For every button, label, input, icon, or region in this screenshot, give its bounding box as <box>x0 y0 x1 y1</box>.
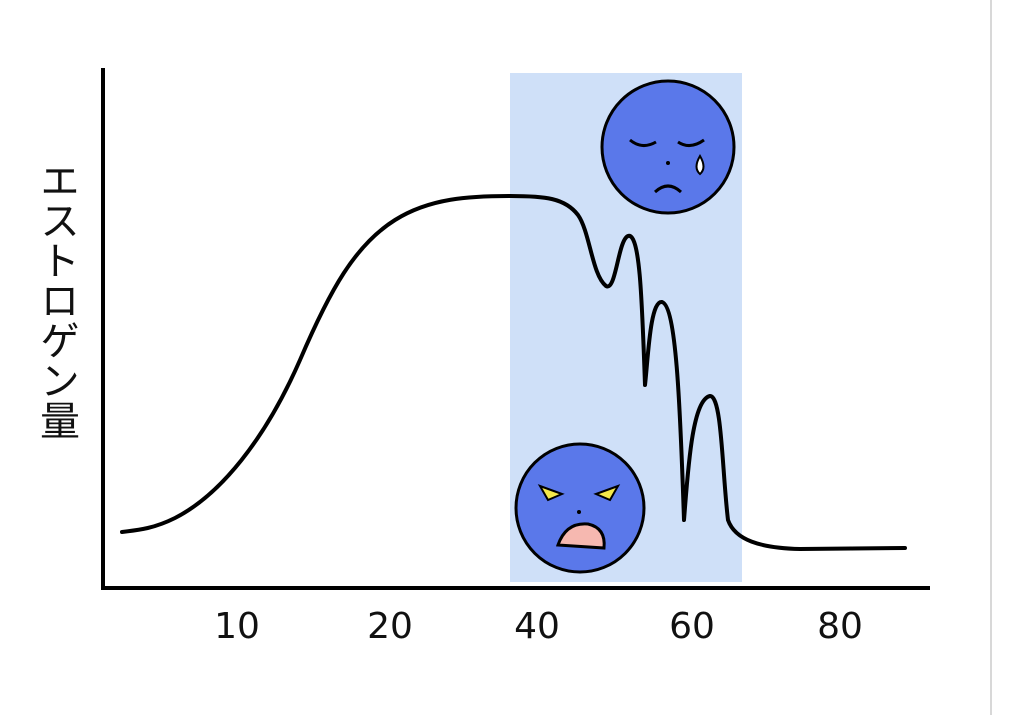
sad-face <box>600 79 736 215</box>
nose <box>666 161 670 165</box>
nose <box>577 510 581 514</box>
tear <box>695 154 705 176</box>
eye <box>629 138 657 147</box>
x-tick-label: 60 <box>669 606 715 647</box>
y-axis-label: エストロゲン量 <box>33 160 79 440</box>
eye <box>677 138 705 147</box>
eye <box>537 484 565 502</box>
face <box>600 79 736 215</box>
eye <box>593 484 621 502</box>
x-tick-label: 80 <box>817 606 863 647</box>
mouth <box>555 522 606 550</box>
estrogen-curve <box>120 194 907 551</box>
face <box>514 442 646 574</box>
mouth <box>653 184 683 194</box>
x-tick-label: 20 <box>367 606 413 647</box>
x-tick-label: 40 <box>514 606 560 647</box>
x-tick-label: 10 <box>214 606 260 647</box>
angry-face <box>514 442 646 574</box>
